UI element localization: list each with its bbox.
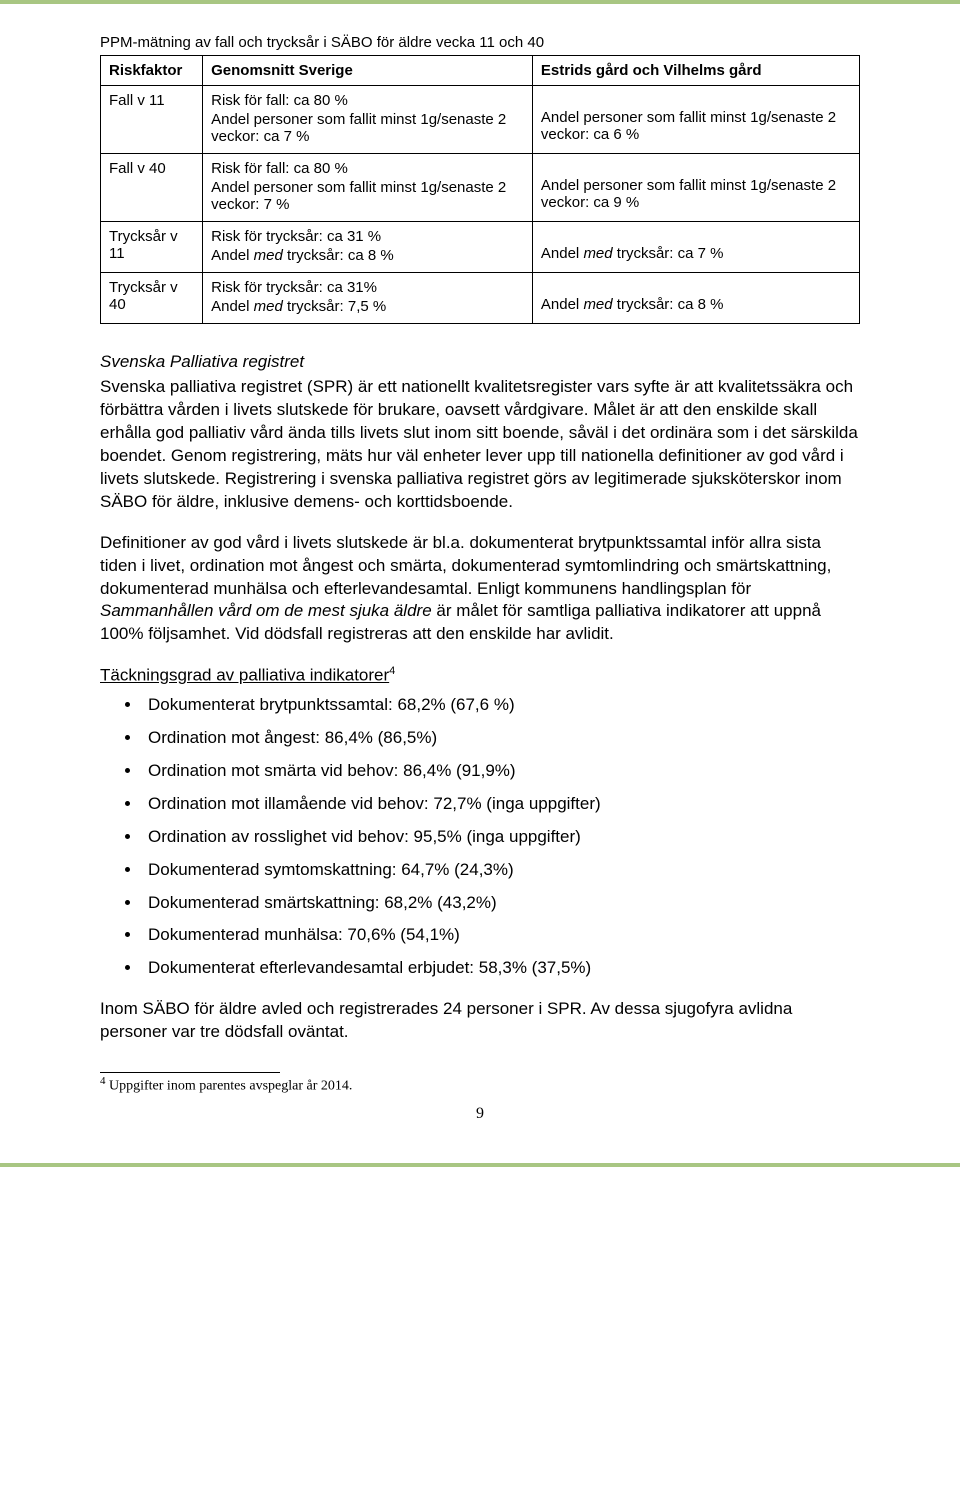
col-header-3: Estrids gård och Vilhelms gård xyxy=(532,56,859,86)
col-header-1: Riskfaktor xyxy=(101,56,203,86)
italic-frag: med xyxy=(583,296,612,313)
page-number: 9 xyxy=(100,1105,860,1123)
table-caption: PPM-mätning av fall och trycksår i SÄBO … xyxy=(100,34,860,51)
cell-line: Andel personer som fallit minst 1g/senas… xyxy=(211,179,524,213)
cell-line: Andel personer som fallit minst 1g/senas… xyxy=(541,177,851,211)
indicators-heading: Täckningsgrad av palliativa indikatorer4 xyxy=(100,664,860,688)
list-item: Ordination mot smärta vid behov: 86,4% (… xyxy=(142,760,860,783)
cell-sverige: Risk för fall: ca 80 % Andel personer so… xyxy=(203,154,533,222)
cell-line: Risk för trycksår: ca 31 % xyxy=(211,228,524,245)
text-frag: trycksår: ca 7 % xyxy=(613,245,724,262)
footnote-text: Uppgifter inom parentes avspeglar år 201… xyxy=(106,1079,353,1094)
section-title: Svenska Palliativa registret xyxy=(100,352,860,372)
text-frag: Andel xyxy=(541,245,584,262)
cell-estrids: Andel med trycksår: ca 7 % xyxy=(532,222,859,273)
text-frag: trycksår: 7,5 % xyxy=(283,298,386,315)
cell-spacer xyxy=(541,279,851,294)
table-header-row: Riskfaktor Genomsnitt Sverige Estrids gå… xyxy=(101,56,860,86)
list-item: Ordination av rosslighet vid behov: 95,5… xyxy=(142,826,860,849)
list-item: Dokumenterat efterlevandesamtal erbjudet… xyxy=(142,957,860,980)
cell-estrids: Andel med trycksår: ca 8 % xyxy=(532,273,859,324)
risk-table: Riskfaktor Genomsnitt Sverige Estrids gå… xyxy=(100,55,860,324)
text-frag: Andel xyxy=(211,298,254,315)
cell-line: Andel personer som fallit minst 1g/senas… xyxy=(211,111,524,145)
italic-frag: med xyxy=(254,298,283,315)
cell-spacer xyxy=(541,160,851,175)
cell-riskfaktor: Fall v 40 xyxy=(101,154,203,222)
text-frag: Andel xyxy=(541,296,584,313)
cell-line: Risk för fall: ca 80 % xyxy=(211,92,524,109)
col-header-2: Genomsnitt Sverige xyxy=(203,56,533,86)
cell-estrids: Andel personer som fallit minst 1g/senas… xyxy=(532,86,859,154)
table-row: Trycksår v 40 Risk för trycksår: ca 31% … xyxy=(101,273,860,324)
italic-frag: med xyxy=(254,247,283,264)
paragraph: Definitioner av god vård i livets slutsk… xyxy=(100,532,860,647)
cell-estrids: Andel personer som fallit minst 1g/senas… xyxy=(532,154,859,222)
table-row: Trycksår v 11 Risk för trycksår: ca 31 %… xyxy=(101,222,860,273)
cell-line: Andel med trycksår: 7,5 % xyxy=(211,298,524,315)
list-item: Dokumenterad munhälsa: 70,6% (54,1%) xyxy=(142,924,860,947)
indicator-list: Dokumenterat brytpunktssamtal: 68,2% (67… xyxy=(100,694,860,980)
list-item: Dokumenterad smärtskattning: 68,2% (43,2… xyxy=(142,892,860,915)
paragraph: Svenska palliativa registret (SPR) är et… xyxy=(100,376,860,514)
cell-line: Andel personer som fallit minst 1g/senas… xyxy=(541,109,851,143)
document-page: PPM-mätning av fall och trycksår i SÄBO … xyxy=(0,0,960,1167)
italic-frag: med xyxy=(583,245,612,262)
list-item: Dokumenterad symtomskattning: 64,7% (24,… xyxy=(142,859,860,882)
cell-riskfaktor: Trycksår v 40 xyxy=(101,273,203,324)
list-item: Ordination mot illamående vid behov: 72,… xyxy=(142,793,860,816)
cell-sverige: Risk för trycksår: ca 31 % Andel med try… xyxy=(203,222,533,273)
cell-spacer xyxy=(541,228,851,243)
cell-line: Risk för fall: ca 80 % xyxy=(211,160,524,177)
text-frag: Andel xyxy=(211,247,254,264)
text-frag: trycksår: ca 8 % xyxy=(283,247,394,264)
list-item: Dokumenterat brytpunktssamtal: 68,2% (67… xyxy=(142,694,860,717)
list-item: Ordination mot ångest: 86,4% (86,5%) xyxy=(142,727,860,750)
footnote-rule xyxy=(100,1072,280,1073)
cell-riskfaktor: Fall v 11 xyxy=(101,86,203,154)
italic-frag: Sammanhållen vård om de mest sjuka äldre xyxy=(100,601,432,620)
cell-line: Andel med trycksår: ca 8 % xyxy=(211,247,524,264)
cell-riskfaktor: Trycksår v 11 xyxy=(101,222,203,273)
underline-text: Täckningsgrad av palliativa indikatorer xyxy=(100,666,389,685)
table-row: Fall v 40 Risk för fall: ca 80 % Andel p… xyxy=(101,154,860,222)
cell-sverige: Risk för fall: ca 80 % Andel personer so… xyxy=(203,86,533,154)
table-row: Fall v 11 Risk för fall: ca 80 % Andel p… xyxy=(101,86,860,154)
cell-line: Andel med trycksår: ca 7 % xyxy=(541,245,851,262)
text-frag: Definitioner av god vård i livets slutsk… xyxy=(100,533,831,598)
cell-sverige: Risk för trycksår: ca 31% Andel med tryc… xyxy=(203,273,533,324)
footnote-ref: 4 xyxy=(389,665,395,677)
cell-line: Risk för trycksår: ca 31% xyxy=(211,279,524,296)
closing-paragraph: Inom SÄBO för äldre avled och registrera… xyxy=(100,998,860,1044)
footnote: 4 Uppgifter inom parentes avspeglar år 2… xyxy=(100,1075,860,1095)
cell-line: Andel med trycksår: ca 8 % xyxy=(541,296,851,313)
text-frag: trycksår: ca 8 % xyxy=(613,296,724,313)
cell-spacer xyxy=(541,92,851,107)
